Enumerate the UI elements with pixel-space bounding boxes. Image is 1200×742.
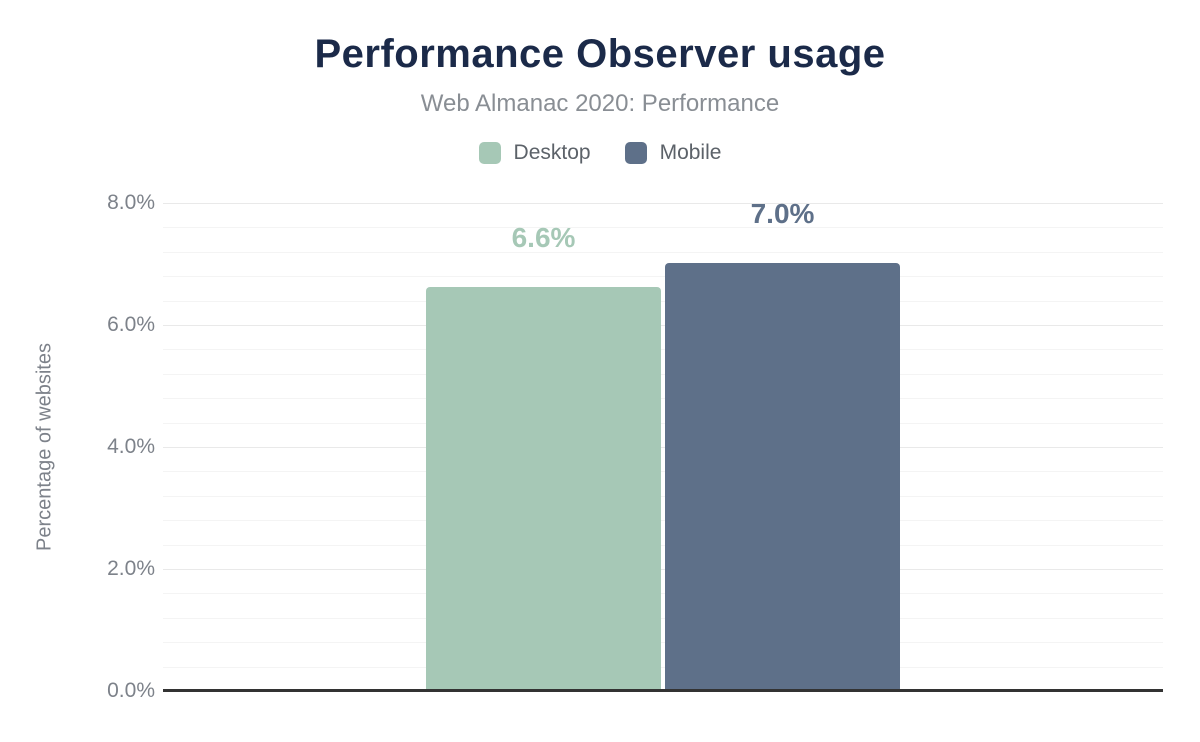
gridline-minor bbox=[163, 593, 1163, 594]
y-tick-label: 8.0% bbox=[107, 191, 155, 214]
y-tick-label: 0.0% bbox=[107, 679, 155, 702]
gridline-minor bbox=[163, 301, 1163, 302]
gridline-minor bbox=[163, 276, 1163, 277]
gridline-minor bbox=[163, 618, 1163, 619]
legend-swatch-desktop bbox=[478, 142, 501, 164]
y-tick-label: 4.0% bbox=[107, 435, 155, 458]
chart-title: Performance Observer usage bbox=[314, 32, 886, 76]
gridline-minor bbox=[163, 520, 1163, 521]
gridline-minor bbox=[163, 398, 1163, 399]
gridline-major bbox=[163, 447, 1163, 448]
bar-mobile[interactable] bbox=[665, 263, 900, 690]
bar-value-label-mobile: 7.0% bbox=[750, 198, 815, 229]
y-tick-label: 2.0% bbox=[107, 557, 155, 580]
legend: Desktop Mobile bbox=[0, 141, 1200, 165]
legend-item-desktop[interactable]: Desktop bbox=[478, 141, 591, 165]
gridline-minor bbox=[163, 471, 1163, 472]
chart-subtitle: Web Almanac 2020: Performance bbox=[420, 90, 780, 117]
bar-desktop[interactable] bbox=[426, 287, 661, 690]
y-axis-title: Percentage of websites bbox=[33, 343, 56, 551]
gridline-minor bbox=[163, 423, 1163, 424]
gridline-major bbox=[163, 203, 1163, 204]
legend-label: Desktop bbox=[513, 141, 591, 164]
gridline-minor bbox=[163, 227, 1163, 228]
legend-label: Mobile bbox=[659, 141, 722, 164]
gridline-major bbox=[163, 569, 1163, 570]
y-tick-label: 6.0% bbox=[107, 313, 155, 336]
legend-item-mobile[interactable]: Mobile bbox=[624, 141, 722, 165]
gridline-minor bbox=[163, 667, 1163, 668]
x-axis-baseline bbox=[163, 689, 1163, 692]
gridline-minor bbox=[163, 496, 1163, 497]
gridline-minor bbox=[163, 545, 1163, 546]
bar-value-label-desktop: 6.6% bbox=[511, 222, 576, 253]
gridline-minor bbox=[163, 642, 1163, 643]
gridline-minor bbox=[163, 252, 1163, 253]
gridline-minor bbox=[163, 349, 1163, 350]
gridline-minor bbox=[163, 374, 1163, 375]
gridline-major bbox=[163, 325, 1163, 326]
plot-area: 6.6% 7.0% bbox=[163, 198, 1163, 691]
legend-swatch-mobile bbox=[624, 142, 647, 164]
